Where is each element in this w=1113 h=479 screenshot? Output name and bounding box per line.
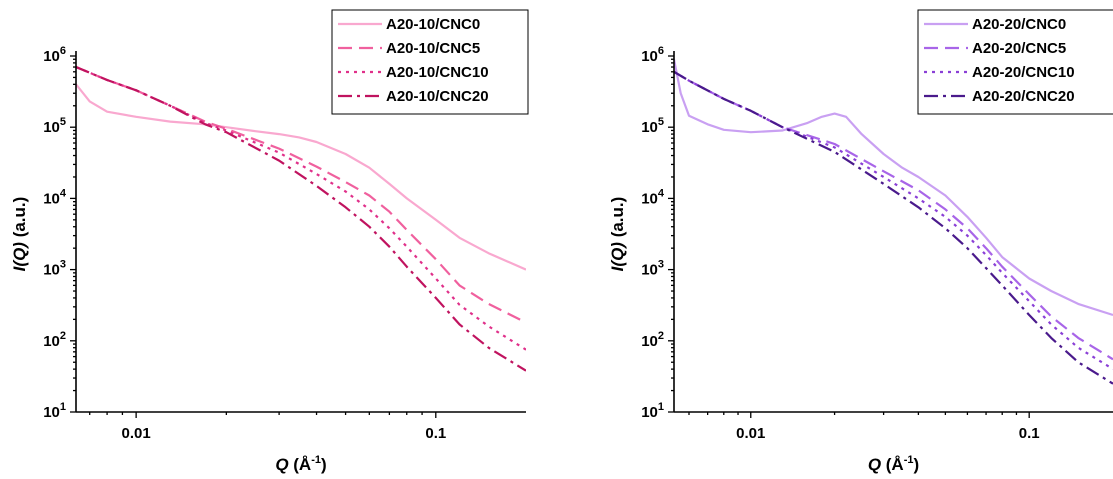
legend-label: A20-10/CNC20 xyxy=(386,88,489,105)
legend-label: A20-10/CNC5 xyxy=(386,40,480,57)
series-line-1 xyxy=(76,83,526,271)
series-line-4 xyxy=(76,65,526,372)
legend: A20-10/CNC0 A20-10/CNC5 A20-10/CNC10 A20-10… xyxy=(331,9,529,115)
y-tick-label: 101 xyxy=(641,401,664,421)
y-tick-label: 105 xyxy=(641,116,664,136)
legend-label: A20-20/CNC0 xyxy=(972,16,1066,33)
series-line-2 xyxy=(76,65,526,324)
series-group xyxy=(76,65,526,372)
y-axis-title: I(Q) (a.u.) xyxy=(608,197,627,272)
series-line-1 xyxy=(674,59,1113,317)
y-tick-label: 105 xyxy=(43,116,66,136)
x-tick-label: 0.1 xyxy=(425,425,446,442)
x-tick-label: 0.01 xyxy=(122,425,151,442)
legend-label: A20-20/CNC20 xyxy=(972,88,1075,105)
x-axis-title: Q (Å-1) xyxy=(275,454,326,474)
series-line-3 xyxy=(76,65,526,351)
y-tick-label: 102 xyxy=(43,330,66,350)
y-tick-label: 101 xyxy=(43,401,66,421)
legend-box xyxy=(917,9,1113,115)
legend-box xyxy=(331,9,529,115)
y-tick-label: 103 xyxy=(641,259,664,279)
y-tick-label: 103 xyxy=(43,259,66,279)
y-tick-label: 106 xyxy=(43,45,66,65)
series-line-2 xyxy=(674,70,1113,361)
legend-label: A20-20/CNC5 xyxy=(972,40,1066,57)
x-tick-label: 0.01 xyxy=(736,425,765,442)
legend-label: A20-10/CNC10 xyxy=(386,64,489,81)
y-tick-label: 102 xyxy=(641,330,664,350)
y-tick-label: 106 xyxy=(641,45,664,65)
x-axis-title: Q (Å-1) xyxy=(868,454,919,474)
y-axis-title: I(Q) (a.u.) xyxy=(10,197,29,272)
series-group xyxy=(674,59,1113,385)
series-line-3 xyxy=(674,70,1113,371)
x-tick-label: 0.1 xyxy=(1019,425,1040,442)
legend-label: A20-20/CNC10 xyxy=(972,64,1075,81)
legend: A20-20/CNC0 A20-20/CNC5 A20-20/CNC10 A20-20… xyxy=(917,9,1113,115)
y-tick-label: 104 xyxy=(641,187,665,207)
chart-panel-1: 101 102 103 104 105 106 0.01 0.1 Q (Å-1) I(Q) (a.… xyxy=(10,9,529,474)
legend-label: A20-10/CNC0 xyxy=(386,16,480,33)
chart-panel-2: 101 102 103 104 105 106 0.01 0.1 Q (Å-1) I(Q) (a.… xyxy=(608,9,1113,474)
y-tick-label: 104 xyxy=(43,187,67,207)
series-line-4 xyxy=(674,70,1113,385)
